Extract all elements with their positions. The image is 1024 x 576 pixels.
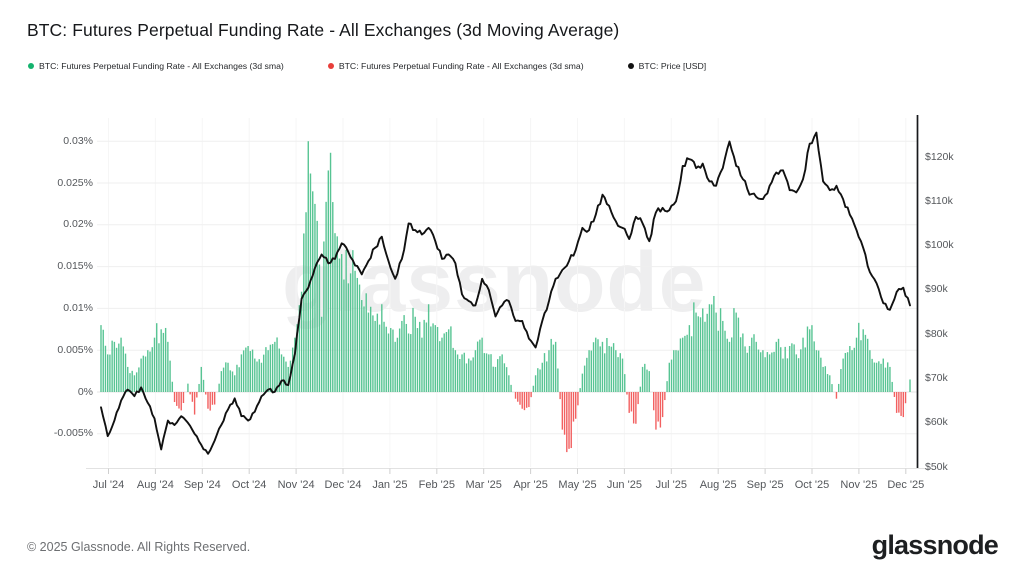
date-axis-tick: Nov '24 <box>277 479 315 491</box>
date-axis-tick: Feb '25 <box>418 479 455 491</box>
funding-axis-tick: 0.03% <box>63 134 93 147</box>
funding-axis-tick: 0.01% <box>63 301 93 314</box>
funding-axis-tick: 0.005% <box>57 343 93 356</box>
date-axis-tick: Oct '25 <box>794 479 830 491</box>
legend-item-price[interactable]: BTC: Price [USD] <box>627 61 707 71</box>
date-axis-tick: Aug '24 <box>136 479 174 491</box>
date-axis-tick: Sep '24 <box>183 479 221 491</box>
legend-item-funding-positive[interactable]: BTC: Futures Perpetual Funding Rate - Al… <box>28 61 284 71</box>
date-axis-tick: May '25 <box>558 479 597 491</box>
funding-axis-tick: 0% <box>77 385 93 398</box>
price-axis-tick: $90k <box>925 283 948 296</box>
green-dot-icon <box>28 63 34 69</box>
date-axis-tick: Mar '25 <box>465 479 502 491</box>
date-axis-tick: Jan '25 <box>372 479 408 491</box>
legend-label: BTC: Price [USD] <box>638 61 707 71</box>
black-dot-icon <box>627 63 634 69</box>
date-axis-tick: Jul '24 <box>92 479 125 491</box>
date-axis-tick: Jul '25 <box>655 479 688 491</box>
date-axis-tick: Aug '25 <box>699 479 737 491</box>
price-axis-tick: $80k <box>925 327 948 340</box>
price-axis-tick: $110k <box>925 194 953 207</box>
copyright-text: © 2025 Glassnode. All Rights Reserved. <box>27 540 251 554</box>
date-axis-tick: Dec '24 <box>324 479 362 491</box>
date-axis-tick: Nov '25 <box>840 479 878 491</box>
date-axis-tick: Jun '25 <box>606 479 642 491</box>
chart-title: BTC: Futures Perpetual Funding Rate - Al… <box>27 20 620 40</box>
price-axis-tick: $50k <box>925 460 948 473</box>
date-axis-tick: Oct '24 <box>231 479 267 491</box>
funding-axis-tick: 0.02% <box>63 218 93 231</box>
price-axis-tick: $60k <box>925 416 948 429</box>
price-axis-tick: $70k <box>925 372 948 384</box>
date-axis-tick: Dec '25 <box>887 479 925 491</box>
red-dot-icon <box>327 63 334 69</box>
legend-item-funding-negative[interactable]: BTC: Futures Perpetual Funding Rate - Al… <box>327 61 584 71</box>
chart-legend: BTC: Futures Perpetual Funding Rate - Al… <box>28 61 706 71</box>
price-axis-tick: $120k <box>925 150 954 163</box>
funding-axis-tick: 0.015% <box>57 260 93 273</box>
date-axis-tick: Apr '25 <box>513 479 548 491</box>
funding-axis-tick: -0.005% <box>53 427 93 440</box>
legend-label: BTC: Futures Perpetual Funding Rate - Al… <box>338 61 584 71</box>
glassnode-logo: glassnode <box>871 530 999 560</box>
funding-axis-tick: 0.025% <box>57 176 93 189</box>
price-axis-tick: $100k <box>925 239 954 252</box>
legend-label: BTC: Futures Perpetual Funding Rate - Al… <box>39 61 284 71</box>
date-axis-tick: Sep '25 <box>746 479 784 491</box>
